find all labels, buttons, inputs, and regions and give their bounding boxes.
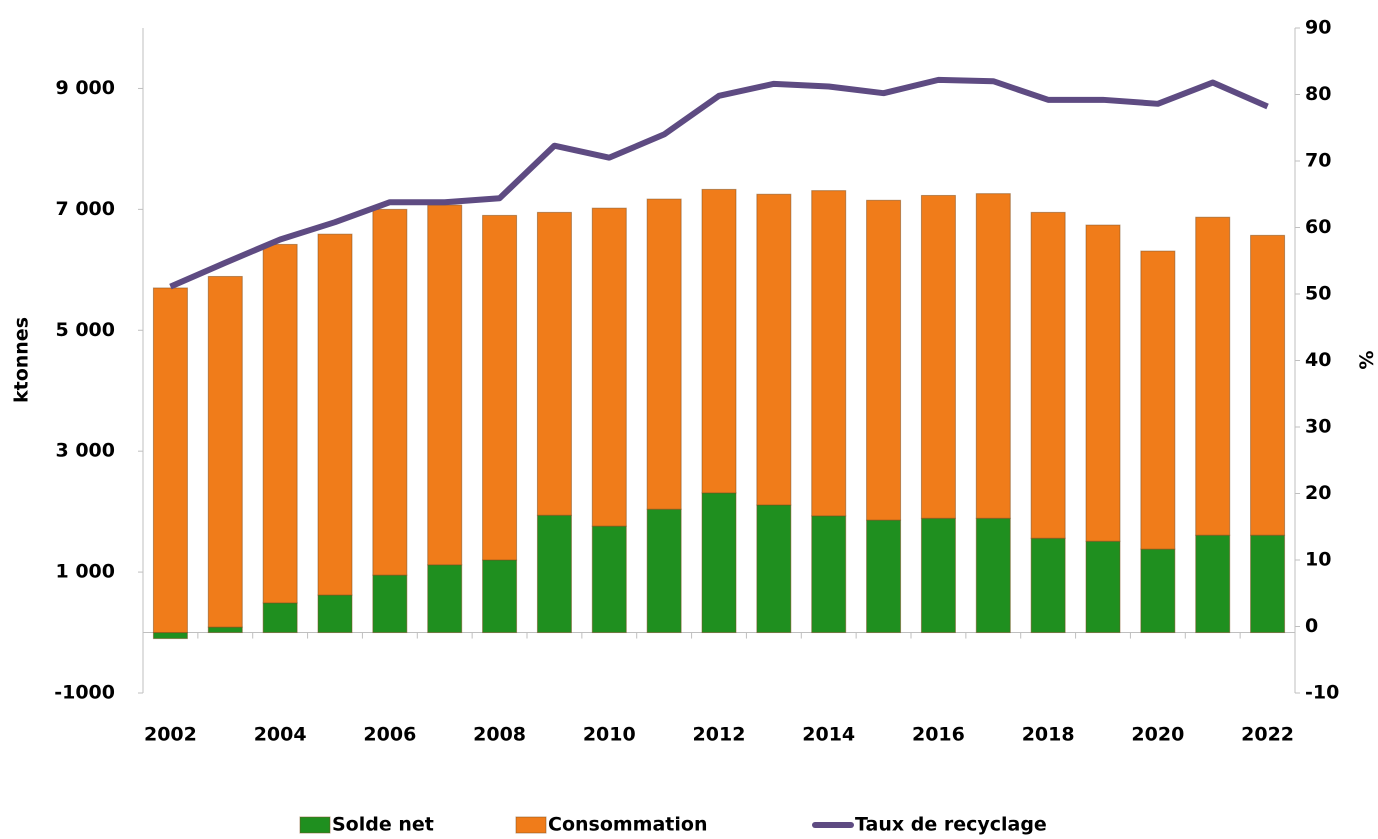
x-tick-label: 2022: [1241, 724, 1294, 746]
bar: [701, 188, 737, 494]
legend-label: Consommation: [548, 814, 707, 836]
bar: [482, 214, 518, 561]
y-tick-label: 3 000: [56, 440, 116, 462]
bar: [262, 602, 298, 634]
x-tick-label: 2004: [254, 724, 307, 746]
legend-label: Solde net: [332, 814, 434, 836]
y2-axis-label: %: [1355, 350, 1377, 369]
legend-swatch: [515, 816, 547, 834]
bar: [207, 626, 243, 634]
bar: [1030, 537, 1066, 634]
bar: [756, 193, 792, 506]
bar: [152, 632, 188, 640]
bar: [646, 198, 682, 510]
bar: [1085, 540, 1121, 634]
bar: [317, 594, 353, 634]
bar: [866, 519, 902, 634]
bar: [1030, 211, 1066, 539]
bar: [756, 504, 792, 634]
y2-tick-label: 30: [1305, 416, 1331, 438]
x-tick-label: 2008: [473, 724, 526, 746]
y2-tick-label: 80: [1305, 83, 1331, 105]
y-axis-label: ktonnes: [11, 317, 33, 403]
bar: [1195, 534, 1231, 634]
y2-tick-label: 10: [1305, 549, 1331, 571]
y2-tick-label: 20: [1305, 482, 1331, 504]
bar: [975, 193, 1011, 519]
bar: [920, 517, 956, 634]
bar: [152, 287, 188, 634]
bar: [975, 517, 1011, 634]
bar: [1250, 534, 1286, 634]
y2-tick-label: 70: [1305, 150, 1331, 172]
bar: [372, 574, 408, 634]
x-tick-label: 2014: [802, 724, 855, 746]
bar: [811, 190, 847, 517]
y2-tick-label: 40: [1305, 349, 1331, 371]
x-tick-label: 2006: [363, 724, 416, 746]
bar: [427, 564, 463, 634]
y-tick-label: 9 000: [56, 77, 116, 99]
y-tick-label: 7 000: [56, 198, 116, 220]
x-tick-label: 2010: [583, 724, 636, 746]
bar: [1140, 548, 1176, 634]
bar: [1140, 250, 1176, 550]
bar: [207, 275, 243, 628]
bar: [536, 514, 572, 634]
y2-tick-label: 90: [1305, 17, 1331, 39]
bar: [646, 508, 682, 634]
x-tick-label: 2018: [1022, 724, 1075, 746]
bar: [372, 208, 408, 576]
x-tick-label: 2002: [144, 724, 197, 746]
bar: [317, 233, 353, 596]
bar: [427, 204, 463, 566]
x-tick-label: 2020: [1131, 724, 1184, 746]
x-tick-label: 2012: [693, 724, 746, 746]
legend-label: Taux de recyclage: [855, 814, 1047, 836]
bar: [482, 559, 518, 634]
bar: [1195, 216, 1231, 536]
legend-swatch: [299, 816, 331, 834]
y-tick-label: 5 000: [56, 319, 116, 341]
x-tick-label: 2016: [912, 724, 965, 746]
bar: [1085, 224, 1121, 542]
bar: [920, 194, 956, 519]
y2-tick-label: 0: [1305, 615, 1318, 637]
y2-tick-label: 60: [1305, 216, 1331, 238]
y2-tick-label: -10: [1305, 682, 1339, 704]
bar: [591, 207, 627, 527]
y-tick-label: -1000: [54, 682, 115, 704]
bar: [262, 243, 298, 604]
bar: [866, 199, 902, 521]
bar: [811, 515, 847, 634]
y2-tick-label: 50: [1305, 283, 1331, 305]
bar: [1250, 234, 1286, 536]
bar: [591, 525, 627, 634]
y-tick-label: 1 000: [56, 561, 116, 583]
line: [169, 76, 1269, 290]
bar: [536, 211, 572, 516]
bar: [701, 492, 737, 634]
